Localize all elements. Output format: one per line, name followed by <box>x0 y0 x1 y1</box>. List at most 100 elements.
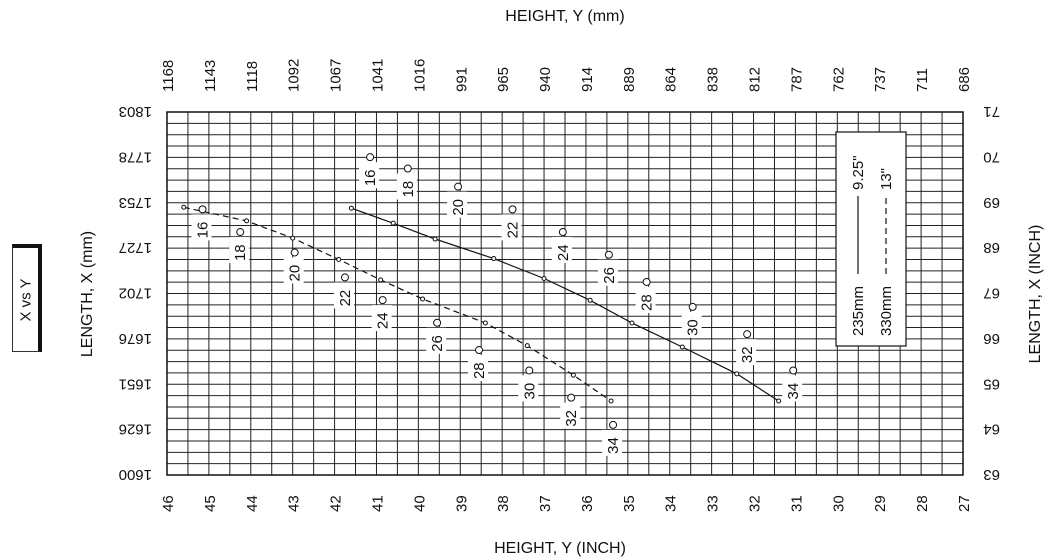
left-tick-label: 1676 <box>119 330 152 347</box>
point-label: 26 <box>429 335 446 352</box>
top-tick-label: 1067 <box>328 59 345 92</box>
left-tick-label: 1626 <box>119 421 152 438</box>
left-tick-label: 1651 <box>119 375 152 392</box>
point-label-marker <box>340 273 349 282</box>
point-label: 34 <box>605 437 622 454</box>
point-label-marker <box>789 366 798 375</box>
point-label: 28 <box>639 294 656 311</box>
bottom-tick-label: 27 <box>956 495 973 512</box>
bottom-tick-label: 29 <box>872 495 889 512</box>
legend-entry-text: 330mm <box>878 286 895 336</box>
top-tick-label: 914 <box>579 67 596 92</box>
bottom-axis-title: HEIGHT, Y (INCH) <box>494 540 626 557</box>
solid-series-point <box>776 398 782 404</box>
point-label-marker <box>378 296 387 305</box>
x-vs-y-tab[interactable]: X vs Y <box>12 244 42 352</box>
point-label-marker <box>290 248 299 257</box>
point-label-marker <box>236 228 245 237</box>
left-tick-label: 1702 <box>119 285 152 302</box>
point-label: 22 <box>505 222 522 239</box>
top-tick-label: 737 <box>872 67 889 92</box>
point-label-marker <box>558 228 567 237</box>
top-tick-label: 991 <box>453 67 470 92</box>
bottom-tick-label: 35 <box>621 495 638 512</box>
point-label: 18 <box>232 244 249 261</box>
point-label-marker <box>604 250 613 259</box>
top-axis-title: HEIGHT, Y (mm) <box>505 8 624 25</box>
top-tick-label: 1041 <box>369 59 386 92</box>
point-label-backdrop <box>191 214 212 241</box>
top-tick-label: 686 <box>956 67 973 92</box>
solid-series-point <box>432 236 438 242</box>
point-label-backdrop <box>635 286 656 313</box>
point-label-backdrop <box>447 191 468 218</box>
point-label-marker <box>525 366 534 375</box>
left-tick-label: 1778 <box>119 148 152 165</box>
point-label-backdrop <box>333 282 354 309</box>
solid-series-point <box>541 276 547 282</box>
point-label: 34 <box>785 383 802 400</box>
point-label: 16 <box>195 222 212 239</box>
point-label-backdrop <box>602 429 623 456</box>
point-label-marker <box>508 205 517 214</box>
point-label-backdrop <box>501 214 522 241</box>
top-tick-label: 889 <box>621 67 638 92</box>
top-tick-label: 838 <box>705 67 722 92</box>
point-label: 30 <box>521 383 538 400</box>
top-tick-label: 1092 <box>286 59 303 92</box>
bottom-tick-label: 36 <box>579 495 596 512</box>
solid-series-point <box>587 297 593 303</box>
point-label: 32 <box>739 346 756 363</box>
dashed-series-point <box>524 343 530 349</box>
bottom-tick-label: 42 <box>328 495 345 512</box>
dashed-series-point <box>336 256 342 262</box>
point-label: 30 <box>685 319 702 336</box>
bottom-tick-label: 43 <box>286 495 303 512</box>
point-label-marker <box>433 318 442 327</box>
point-label: 16 <box>362 169 379 186</box>
bottom-tick-label: 37 <box>537 495 554 512</box>
bottom-tick-label: 39 <box>453 495 470 512</box>
point-label-marker <box>366 153 375 162</box>
left-tick-label: 1803 <box>119 103 152 120</box>
top-tick-label: 1143 <box>202 60 219 92</box>
point-label: 24 <box>555 244 572 261</box>
right-tick-label: 68 <box>983 239 1000 256</box>
right-tick-label: 70 <box>983 148 1000 165</box>
right-tick-label: 67 <box>983 285 1000 302</box>
point-label-backdrop <box>396 173 417 200</box>
dashed-series-point <box>608 398 614 404</box>
point-label-marker <box>454 182 463 191</box>
right-tick-label: 63 <box>983 466 1000 483</box>
solid-series-point <box>734 371 740 377</box>
bottom-tick-label: 34 <box>663 495 680 512</box>
bottom-tick-label: 45 <box>202 495 219 512</box>
point-label: 28 <box>471 362 488 379</box>
top-tick-label: 940 <box>537 67 554 92</box>
right-tick-label: 69 <box>983 194 1000 211</box>
right-tick-label: 71 <box>983 103 1000 120</box>
top-tick-label: 1118 <box>244 61 261 92</box>
right-tick-label: 65 <box>983 375 1000 392</box>
right-axis-title: LENGTH, X (INCH) <box>1027 225 1044 364</box>
top-tick-label: 787 <box>788 67 805 92</box>
plot-frame <box>166 111 964 476</box>
dashed-series-point <box>378 277 384 283</box>
top-tick-label: 1016 <box>411 59 428 92</box>
dashed-series-point <box>420 296 426 302</box>
left-axis-title: LENGTH, X (mm) <box>79 231 96 357</box>
dashed-series-line <box>183 206 612 402</box>
point-label: 20 <box>450 199 467 216</box>
bottom-tick-label: 33 <box>705 495 722 512</box>
dashed-series-point <box>244 218 250 224</box>
top-tick-label: 1168 <box>160 60 177 92</box>
bottom-tick-label: 41 <box>369 495 386 512</box>
point-label-backdrop <box>551 237 572 264</box>
point-label: 18 <box>400 181 417 198</box>
bottom-tick-label: 46 <box>160 495 177 512</box>
right-tick-label: 66 <box>983 330 1000 347</box>
point-label-marker <box>403 164 412 173</box>
point-label-marker <box>642 277 651 286</box>
point-label: 24 <box>375 312 392 329</box>
